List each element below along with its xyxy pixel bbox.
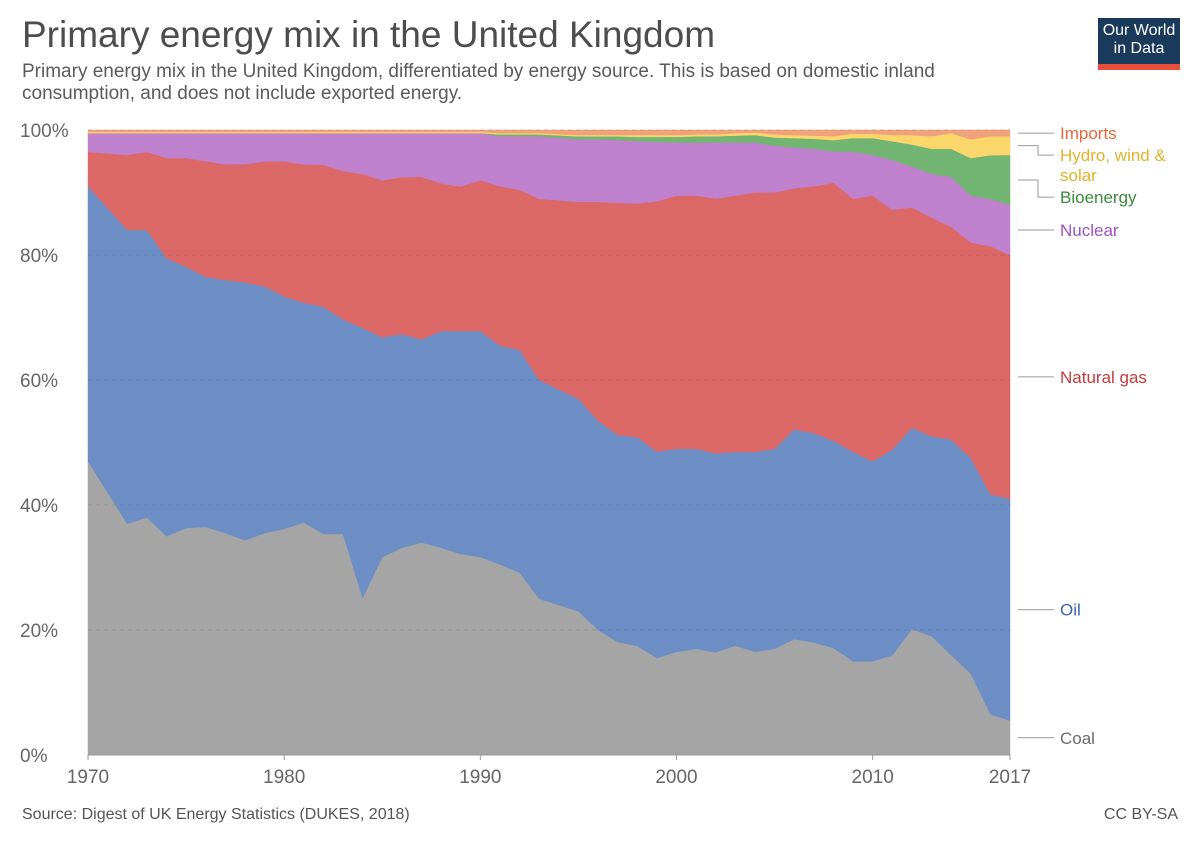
owid-logo[interactable]: Our World in Data	[1098, 18, 1180, 70]
x-tick-label: 1990	[459, 767, 501, 788]
legend-layer: Imports Hydro, wind &solar Bioenergy Nuclea…	[1018, 124, 1166, 748]
legend-connector	[1018, 145, 1054, 156]
legend-item-natural-gas[interactable]: Natural gas	[1018, 368, 1147, 387]
legend-label: Nuclear	[1060, 221, 1119, 240]
x-tick-label: 2000	[655, 767, 697, 788]
chart-subtitle: Primary energy mix in the United Kingdom…	[22, 61, 935, 104]
legend-item-bioenergy[interactable]: Bioenergy	[1018, 179, 1137, 207]
area-layer	[87, 129, 1011, 756]
legend-item-nuclear[interactable]: Nuclear	[1018, 221, 1119, 240]
legend-item-imports[interactable]: Imports	[1018, 124, 1117, 143]
legend-item-coal[interactable]: Coal	[1018, 729, 1095, 748]
legend-label: Coal	[1060, 729, 1095, 748]
legend-item-hydro-wind-solar[interactable]: Hydro, wind &solar	[1018, 145, 1166, 186]
source-note: Source: Digest of UK Energy Statistics (…	[22, 806, 410, 823]
axis-layer: 0% 20% 40% 60% 80% 100% 1970 1980 1990 2000 2010 20…	[20, 121, 1031, 788]
legend-label: Hydro, wind &	[1060, 146, 1166, 165]
x-tick-label: 1980	[263, 767, 305, 788]
y-tick-label: 60%	[20, 371, 58, 392]
y-tick-label: 20%	[20, 621, 58, 642]
y-tick-label: 40%	[20, 496, 58, 517]
area-imports[interactable]	[87, 129, 1011, 140]
logo-accent-bar	[1098, 64, 1180, 70]
legend-item-oil[interactable]: Oil	[1018, 601, 1081, 620]
legend-label: Natural gas	[1060, 368, 1147, 387]
legend-connector	[1018, 179, 1054, 198]
x-tick-label: 1970	[67, 767, 109, 788]
legend-label: Oil	[1060, 601, 1081, 620]
y-tick-label: 80%	[20, 246, 58, 267]
logo-line-1: Our World	[1102, 22, 1176, 39]
x-tick-label: 2010	[852, 767, 894, 788]
chart-title: Primary energy mix in the United Kingdom	[22, 14, 716, 55]
legend-label: solar	[1060, 166, 1097, 185]
x-tick-label: 2017	[989, 767, 1031, 788]
legend-label: Imports	[1060, 124, 1117, 143]
y-tick-label: 0%	[20, 746, 48, 767]
y-tick-label: 100%	[20, 121, 69, 142]
license-note[interactable]: CC BY-SA	[1103, 806, 1178, 823]
logo-line-2: in Data	[1113, 40, 1165, 57]
legend-label: Bioenergy	[1060, 188, 1137, 207]
